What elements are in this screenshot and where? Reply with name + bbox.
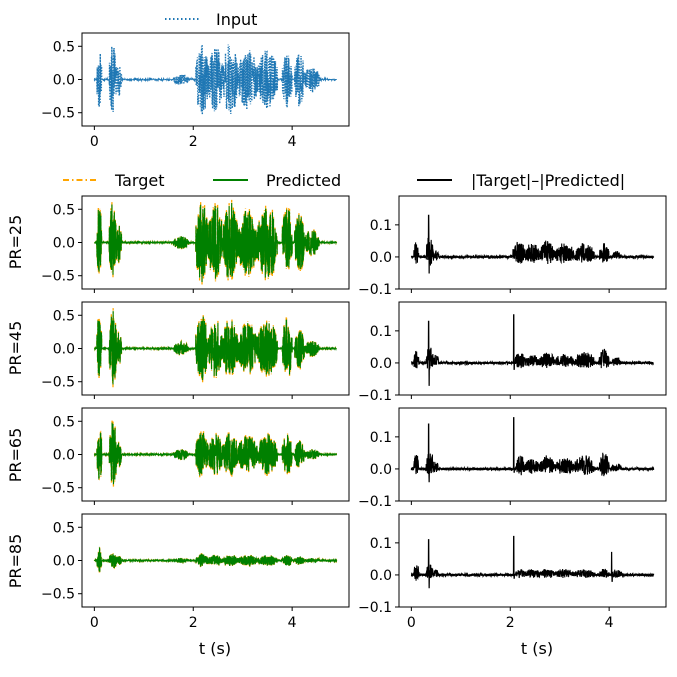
pr65-signal-ytick-label: −0.5 [41, 481, 75, 497]
input-series-line [93, 44, 338, 115]
pr65-signal-plot-area [93, 420, 338, 487]
input-xtick-label: 2 [189, 134, 198, 150]
pr65-signal-predicted-line [93, 422, 338, 485]
row-labels: PR=25 PR=45 PR=65 PR=85 [6, 215, 25, 589]
pr45-diff-ytick-label: 0.1 [370, 324, 392, 340]
difference-legend: |Target|–|Predicted| [417, 171, 625, 190]
input-ytick-label: −0.5 [41, 106, 75, 122]
pr65-diff-ytick-label: 0.0 [370, 462, 392, 478]
input-plot-area [93, 44, 338, 115]
pr25-diff-axes-frame [398, 195, 667, 290]
pr85-signal-ytick-label: 0.5 [53, 520, 75, 536]
pr45-diff-plot-area [410, 314, 654, 386]
input-legend: Input [165, 10, 257, 29]
pr45-signal-ytick-label: −0.5 [41, 375, 75, 391]
pr85-diff-xtick-label: 2 [506, 615, 515, 631]
pr65-diff-ytick-label: −0.1 [358, 494, 392, 510]
pr65-signal-ytick-label: 0.0 [53, 448, 75, 464]
pr85-signal-panel: −0.5 0.0 0.5 0 2 4 [41, 513, 350, 631]
pr65-diff-axes-frame [398, 407, 667, 502]
pr85-signal-ytick-label: −0.5 [41, 587, 75, 603]
pr45-diff-ytick-label: −0.1 [358, 388, 392, 404]
pr85-diff-panel: −0.1 0.0 0.1 0 2 4 [358, 513, 667, 631]
pr25-diff-difference-line [410, 214, 655, 274]
pr45-diff-ytick-label: 0.0 [370, 356, 392, 372]
pr25-diff-plot-area [410, 214, 655, 274]
pr65-diff-panel: −0.1 0.0 0.1 [358, 407, 667, 510]
input-xtick-label: 4 [288, 134, 297, 150]
target-legend-label: Target [114, 171, 165, 190]
pr65-diff-plot-area [410, 417, 655, 483]
pr25-signal-panel: −0.5 0.0 0.5 [41, 195, 350, 293]
pr85-diff-ytick-label: 0.0 [370, 568, 392, 584]
pr45-diff-panel: −0.1 0.0 0.1 [358, 301, 667, 404]
pr85-signal-ytick-label: 0.0 [53, 554, 75, 570]
pr85-signal-predicted-line [93, 546, 338, 572]
input-xtick-label: 0 [90, 134, 99, 150]
pr45-signal-panel: −0.5 0.0 0.5 [41, 301, 350, 399]
pr45-signal-ytick-label: 0.0 [53, 342, 75, 358]
predicted-legend-label: Predicted [266, 171, 341, 190]
pr25-diff-ytick-label: 0.0 [370, 250, 392, 266]
pr85-signal-xtick-label: 0 [90, 615, 99, 631]
pr85-diff-axes-frame [398, 513, 667, 608]
difference-legend-label: |Target|–|Predicted| [471, 171, 625, 190]
pr45-signal-ytick-label: 0.5 [53, 308, 75, 324]
pr85-signal-plot-area [93, 546, 338, 573]
pr85-diff-ytick-label: 0.1 [370, 536, 392, 552]
pr45-signal-plot-area [93, 308, 337, 388]
input-legend-label: Input [216, 10, 257, 29]
input-ytick-label: 0.5 [53, 39, 75, 55]
pr25-signal-ytick-label: 0.5 [53, 202, 75, 218]
pr85-diff-difference-line [410, 535, 655, 589]
pr25-signal-ytick-label: −0.5 [41, 269, 75, 285]
pr85-diff-ytick-label: −0.1 [358, 600, 392, 616]
row-label-pr65: PR=65 [6, 428, 25, 483]
pr65-signal-panel: −0.5 0.0 0.5 [41, 407, 350, 505]
signal-legend: Target Predicted [63, 171, 341, 190]
row-label-pr85: PR=85 [6, 534, 25, 589]
pr85-diff-xtick-label: 4 [605, 615, 614, 631]
panels: −0.5 0.0 0.5 0 2 4 −0.5 0.0 0.5 −0.1 0.0 0.1 −0.5 0.0… [41, 32, 667, 631]
pr85-diff-plot-area [410, 535, 655, 589]
pr45-diff-axes-frame [398, 301, 667, 396]
pr65-diff-difference-line [410, 417, 655, 483]
pr25-signal-predicted-line [94, 203, 338, 283]
row-label-pr45: PR=45 [6, 321, 25, 376]
pr25-signal-ytick-label: 0.0 [53, 236, 75, 252]
pr65-signal-ytick-label: 0.5 [53, 414, 75, 430]
row-label-pr25: PR=25 [6, 215, 25, 270]
pr45-signal-predicted-line [93, 311, 337, 385]
pr25-diff-ytick-label: −0.1 [358, 282, 392, 298]
pr85-diff-xtick-label: 0 [407, 615, 416, 631]
x-axis-label-left: t (s) [199, 639, 231, 658]
pr65-diff-ytick-label: 0.1 [370, 430, 392, 446]
pr25-signal-plot-area [93, 199, 338, 286]
input-ytick-label: 0.0 [53, 73, 75, 89]
pr25-diff-ytick-label: 0.1 [370, 218, 392, 234]
pr25-diff-panel: −0.1 0.0 0.1 [358, 195, 667, 298]
x-axis-label-right: t (s) [521, 639, 553, 658]
pr85-signal-xtick-label: 2 [189, 615, 198, 631]
input-panel: −0.5 0.0 0.5 0 2 4 [41, 32, 350, 150]
pr85-signal-xtick-label: 4 [288, 615, 297, 631]
pr45-diff-difference-line [410, 314, 654, 386]
